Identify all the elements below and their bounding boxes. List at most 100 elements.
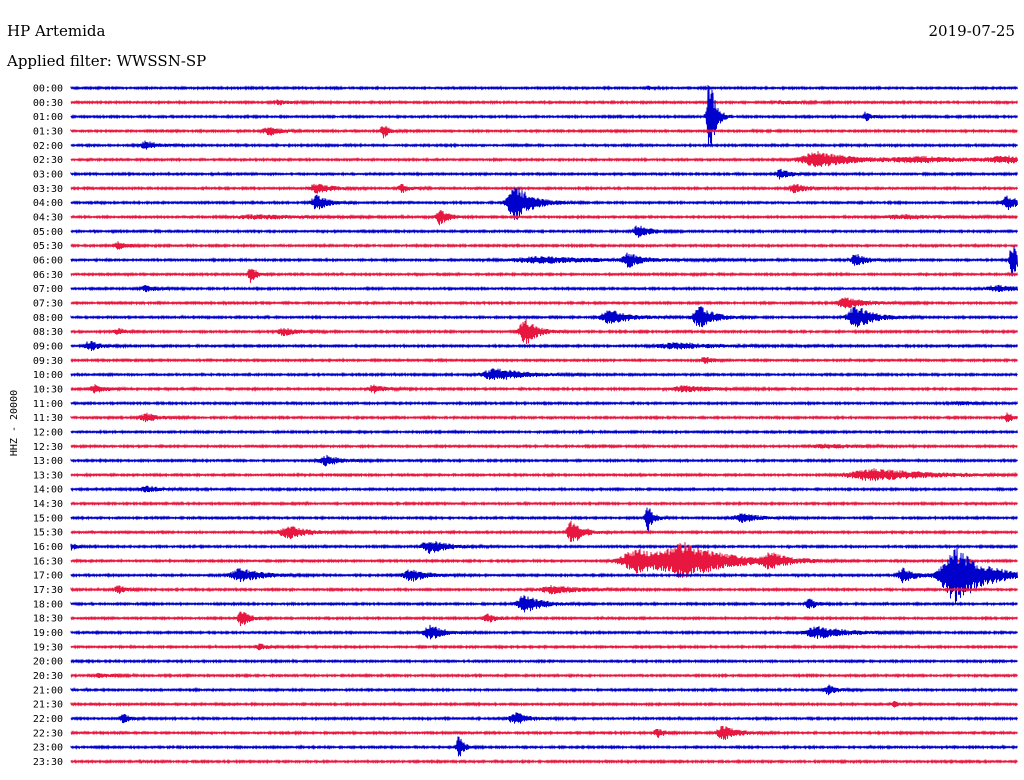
trace-row [70, 99, 1018, 106]
time-tick-label: 23:30 [33, 757, 63, 768]
trace-row [70, 643, 1018, 651]
trace-row [70, 684, 1018, 696]
time-tick-label: 22:00 [33, 714, 63, 725]
time-tick-label: 07:00 [33, 284, 63, 295]
trace-row [70, 241, 1018, 250]
time-tick-label: 19:00 [33, 628, 63, 639]
time-tick-label: 14:00 [33, 485, 63, 496]
time-tick-label: 06:30 [33, 270, 63, 281]
trace-row [70, 736, 1018, 757]
time-tick-label: 20:30 [33, 671, 63, 682]
trace-row [70, 500, 1018, 507]
trace-row [70, 672, 1018, 679]
time-tick-label: 05:00 [33, 227, 63, 238]
trace-row [70, 84, 1018, 92]
trace-row [70, 284, 1018, 293]
time-tick-label: 15:00 [33, 513, 63, 524]
trace-row [70, 624, 1018, 640]
time-tick-label: 17:30 [33, 585, 63, 596]
date-label: 2019-07-25 [929, 22, 1015, 40]
trace-row [70, 541, 1018, 554]
trace-row [70, 297, 1018, 309]
trace-row [70, 468, 1018, 482]
time-tick-label: 13:30 [33, 470, 63, 481]
time-tick-label: 02:00 [33, 141, 63, 152]
time-tick-label: 09:00 [33, 341, 63, 352]
trace-row [70, 183, 1018, 194]
time-tick-label: 01:00 [33, 112, 63, 123]
trace-row [70, 658, 1018, 665]
time-tick-label: 04:00 [33, 198, 63, 209]
time-tick-label: 15:30 [33, 528, 63, 539]
trace-row [70, 85, 1018, 146]
time-tick-label: 08:30 [33, 327, 63, 338]
time-tick-labels: 00:00 00:30 01:00 01:30 02:00 02:30 03:00 03:30… [33, 84, 63, 769]
time-tick-label: 12:00 [33, 427, 63, 438]
trace-row [70, 547, 1018, 604]
trace-row [70, 585, 1018, 595]
time-tick-label: 11:00 [33, 399, 63, 410]
trace-row [70, 368, 1018, 380]
trace-row [70, 268, 1018, 283]
trace-row [70, 246, 1018, 277]
time-tick-label: 13:00 [33, 456, 63, 467]
time-tick-label: 10:00 [33, 370, 63, 381]
trace-row [70, 356, 1018, 364]
time-tick-label: 20:00 [33, 657, 63, 668]
trace-row [70, 725, 1018, 740]
trace-row [70, 454, 1018, 467]
time-tick-label: 14:30 [33, 499, 63, 510]
time-tick-label: 08:00 [33, 313, 63, 324]
time-tick-label: 22:30 [33, 728, 63, 739]
time-tick-label: 16:30 [33, 556, 63, 567]
time-tick-label: 10:30 [33, 384, 63, 395]
trace-row [70, 758, 1018, 765]
seismic-traces [70, 84, 1018, 765]
time-tick-label: 18:30 [33, 614, 63, 625]
time-tick-label: 00:00 [33, 84, 63, 95]
time-tick-label: 11:30 [33, 413, 63, 424]
channel-axis-label: HHZ - 20000 [9, 390, 20, 456]
trace-row [70, 187, 1018, 220]
trace-row [70, 306, 1018, 328]
trace-row [70, 384, 1018, 394]
time-tick-label: 19:30 [33, 642, 63, 653]
trace-row [70, 507, 1018, 532]
trace-row [70, 125, 1018, 139]
time-tick-label: 04:30 [33, 212, 63, 223]
time-tick-label: 03:30 [33, 184, 63, 195]
time-tick-label: 05:30 [33, 241, 63, 252]
trace-row [70, 225, 1018, 238]
trace-row [70, 151, 1018, 167]
filter-label: Applied filter: WWSSN-SP [6, 52, 206, 70]
trace-row [70, 340, 1018, 352]
trace-row [70, 542, 1018, 578]
time-tick-label: 21:30 [33, 700, 63, 711]
trace-row [70, 400, 1018, 407]
trace-row [70, 412, 1018, 423]
time-tick-label: 12:30 [33, 442, 63, 453]
time-tick-label: 18:00 [33, 599, 63, 610]
trace-row [70, 443, 1018, 450]
time-tick-label: 03:00 [33, 169, 63, 180]
trace-row [70, 209, 1018, 226]
time-tick-label: 16:00 [33, 542, 63, 553]
trace-row [70, 140, 1018, 150]
time-tick-label: 09:30 [33, 356, 63, 367]
time-tick-label: 17:00 [33, 571, 63, 582]
trace-row [70, 611, 1018, 627]
time-tick-label: 21:00 [33, 685, 63, 696]
time-tick-label: 01:30 [33, 126, 63, 137]
time-tick-label: 07:30 [33, 298, 63, 309]
time-tick-label: 06:00 [33, 255, 63, 266]
trace-row [70, 318, 1018, 345]
time-tick-label: 23:00 [33, 743, 63, 754]
trace-row [70, 712, 1018, 724]
time-tick-label: 00:30 [33, 98, 63, 109]
trace-row [70, 168, 1018, 180]
trace-row [70, 595, 1018, 613]
station-title: HP Artemida [7, 22, 105, 40]
trace-row [70, 520, 1018, 542]
trace-row [70, 428, 1018, 435]
